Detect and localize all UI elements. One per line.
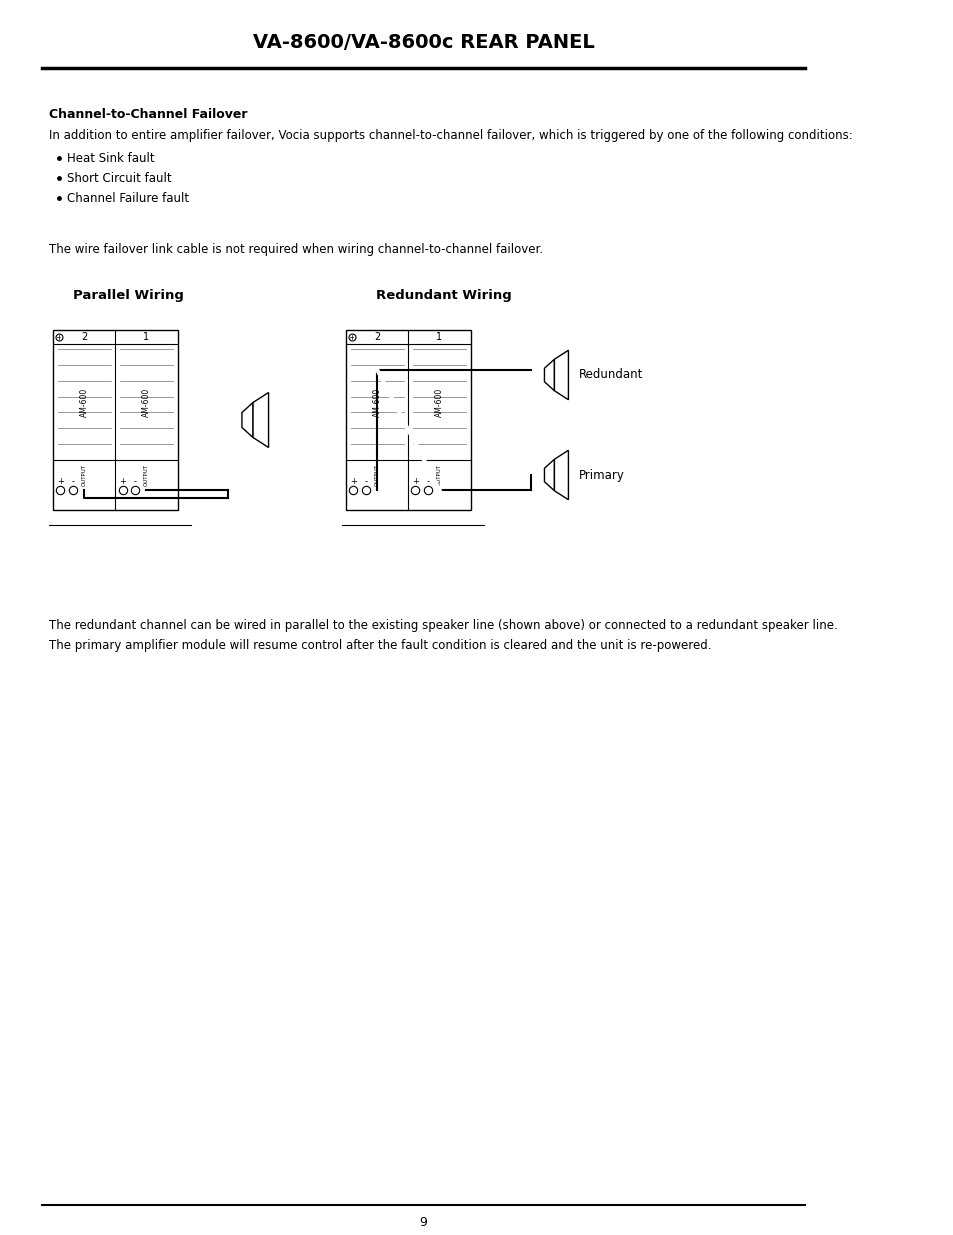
Text: OUTPUT: OUTPUT: [436, 463, 441, 485]
Text: Redundant Wiring: Redundant Wiring: [375, 289, 511, 301]
Text: AM-600: AM-600: [373, 388, 381, 416]
Text: The wire failover link cable is not required when wiring channel-to-channel fail: The wire failover link cable is not requ…: [49, 243, 542, 257]
Text: OUTPUT: OUTPUT: [82, 463, 87, 485]
Text: AM-600: AM-600: [80, 388, 89, 416]
Text: -: -: [426, 478, 429, 487]
Text: -: -: [364, 478, 367, 487]
Polygon shape: [544, 359, 554, 390]
Text: AM-600: AM-600: [435, 388, 443, 416]
Text: +: +: [350, 478, 356, 487]
Text: Parallel Wiring: Parallel Wiring: [73, 289, 184, 301]
Text: VA-8600/VA-8600c REAR PANEL: VA-8600/VA-8600c REAR PANEL: [253, 32, 594, 52]
Text: The primary amplifier module will resume control after the fault condition is cl: The primary amplifier module will resume…: [49, 638, 711, 652]
Text: Channel Failure fault: Channel Failure fault: [67, 191, 189, 205]
Bar: [346, 330, 470, 510]
Text: The redundant channel can be wired in parallel to the existing speaker line (sho: The redundant channel can be wired in pa…: [49, 619, 837, 631]
Text: Channel-to-Channel Failover: Channel-to-Channel Failover: [49, 109, 247, 121]
Text: -: -: [71, 478, 74, 487]
Text: OUTPUT: OUTPUT: [375, 463, 379, 485]
Text: +: +: [412, 478, 418, 487]
Text: 2: 2: [374, 332, 380, 342]
Text: 2: 2: [81, 332, 88, 342]
Bar: [53, 330, 177, 510]
Text: In addition to entire amplifier failover, Vocia supports channel-to-channel fail: In addition to entire amplifier failover…: [49, 128, 852, 142]
Polygon shape: [554, 351, 568, 400]
Text: AM-600: AM-600: [142, 388, 151, 416]
Text: +: +: [119, 478, 126, 487]
Text: 1: 1: [436, 332, 442, 342]
Text: +: +: [57, 478, 64, 487]
Text: -: -: [133, 478, 136, 487]
Text: Redundant: Redundant: [578, 368, 642, 382]
Text: OUTPUT: OUTPUT: [144, 463, 149, 485]
Polygon shape: [253, 393, 269, 447]
Text: 9: 9: [419, 1215, 427, 1229]
Text: Heat Sink fault: Heat Sink fault: [67, 152, 154, 164]
Text: Primary: Primary: [578, 468, 624, 482]
Polygon shape: [554, 451, 568, 500]
Text: Short Circuit fault: Short Circuit fault: [67, 172, 171, 184]
Polygon shape: [544, 459, 554, 490]
Polygon shape: [242, 403, 253, 437]
Text: 1: 1: [143, 332, 150, 342]
